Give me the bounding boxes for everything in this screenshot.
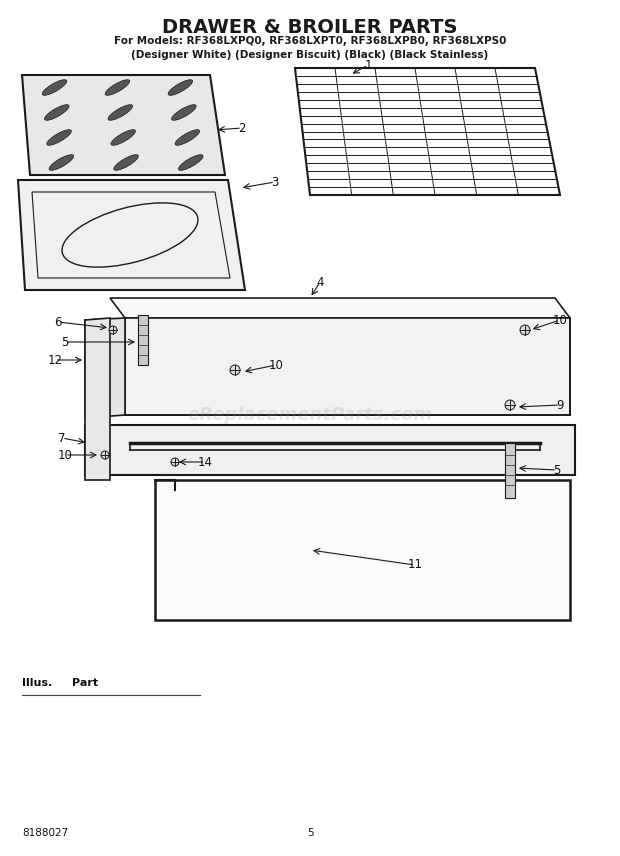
Ellipse shape bbox=[114, 155, 138, 170]
Circle shape bbox=[171, 458, 179, 466]
Ellipse shape bbox=[42, 80, 67, 95]
Circle shape bbox=[101, 451, 109, 459]
Polygon shape bbox=[18, 180, 245, 290]
Polygon shape bbox=[110, 298, 570, 318]
Text: 2: 2 bbox=[238, 122, 246, 134]
Text: 10: 10 bbox=[268, 359, 283, 372]
Text: 11: 11 bbox=[407, 558, 422, 572]
Polygon shape bbox=[22, 75, 225, 175]
Text: (Designer White) (Designer Biscuit) (Black) (Black Stainless): (Designer White) (Designer Biscuit) (Bla… bbox=[131, 50, 489, 60]
Text: 9: 9 bbox=[556, 399, 564, 412]
Polygon shape bbox=[505, 443, 515, 497]
Text: eReplacementParts.com: eReplacementParts.com bbox=[187, 406, 433, 424]
Polygon shape bbox=[125, 318, 570, 415]
Text: 12: 12 bbox=[48, 354, 63, 366]
Ellipse shape bbox=[172, 104, 196, 121]
Circle shape bbox=[109, 326, 117, 334]
Text: 8188027: 8188027 bbox=[22, 828, 68, 838]
Text: 1: 1 bbox=[365, 58, 372, 72]
Text: 7: 7 bbox=[58, 431, 66, 444]
Polygon shape bbox=[155, 480, 570, 620]
Circle shape bbox=[520, 325, 530, 335]
Text: 4: 4 bbox=[316, 276, 324, 288]
Ellipse shape bbox=[175, 130, 200, 146]
Text: 10: 10 bbox=[58, 449, 73, 461]
Ellipse shape bbox=[168, 80, 193, 95]
Polygon shape bbox=[85, 318, 125, 418]
Text: For Models: RF368LXPQ0, RF368LXPT0, RF368LXPB0, RF368LXPS0: For Models: RF368LXPQ0, RF368LXPT0, RF36… bbox=[114, 36, 506, 46]
Circle shape bbox=[230, 365, 240, 375]
Text: 5: 5 bbox=[553, 463, 560, 477]
Polygon shape bbox=[85, 318, 110, 480]
Text: DRAWER & BROILER PARTS: DRAWER & BROILER PARTS bbox=[162, 18, 458, 37]
Polygon shape bbox=[85, 425, 575, 475]
Text: Illus.: Illus. bbox=[22, 678, 52, 688]
Circle shape bbox=[505, 400, 515, 410]
Ellipse shape bbox=[105, 80, 130, 95]
Text: 14: 14 bbox=[198, 455, 213, 468]
Ellipse shape bbox=[179, 155, 203, 170]
Ellipse shape bbox=[49, 155, 74, 170]
Text: 5: 5 bbox=[307, 828, 313, 838]
Text: 5: 5 bbox=[61, 336, 69, 348]
Text: Part: Part bbox=[72, 678, 98, 688]
Ellipse shape bbox=[111, 130, 136, 146]
Ellipse shape bbox=[45, 104, 69, 121]
Ellipse shape bbox=[108, 104, 133, 121]
Ellipse shape bbox=[46, 130, 71, 146]
Text: 6: 6 bbox=[55, 316, 62, 329]
Text: 3: 3 bbox=[272, 175, 278, 188]
Polygon shape bbox=[138, 315, 148, 365]
Text: 10: 10 bbox=[552, 313, 567, 326]
